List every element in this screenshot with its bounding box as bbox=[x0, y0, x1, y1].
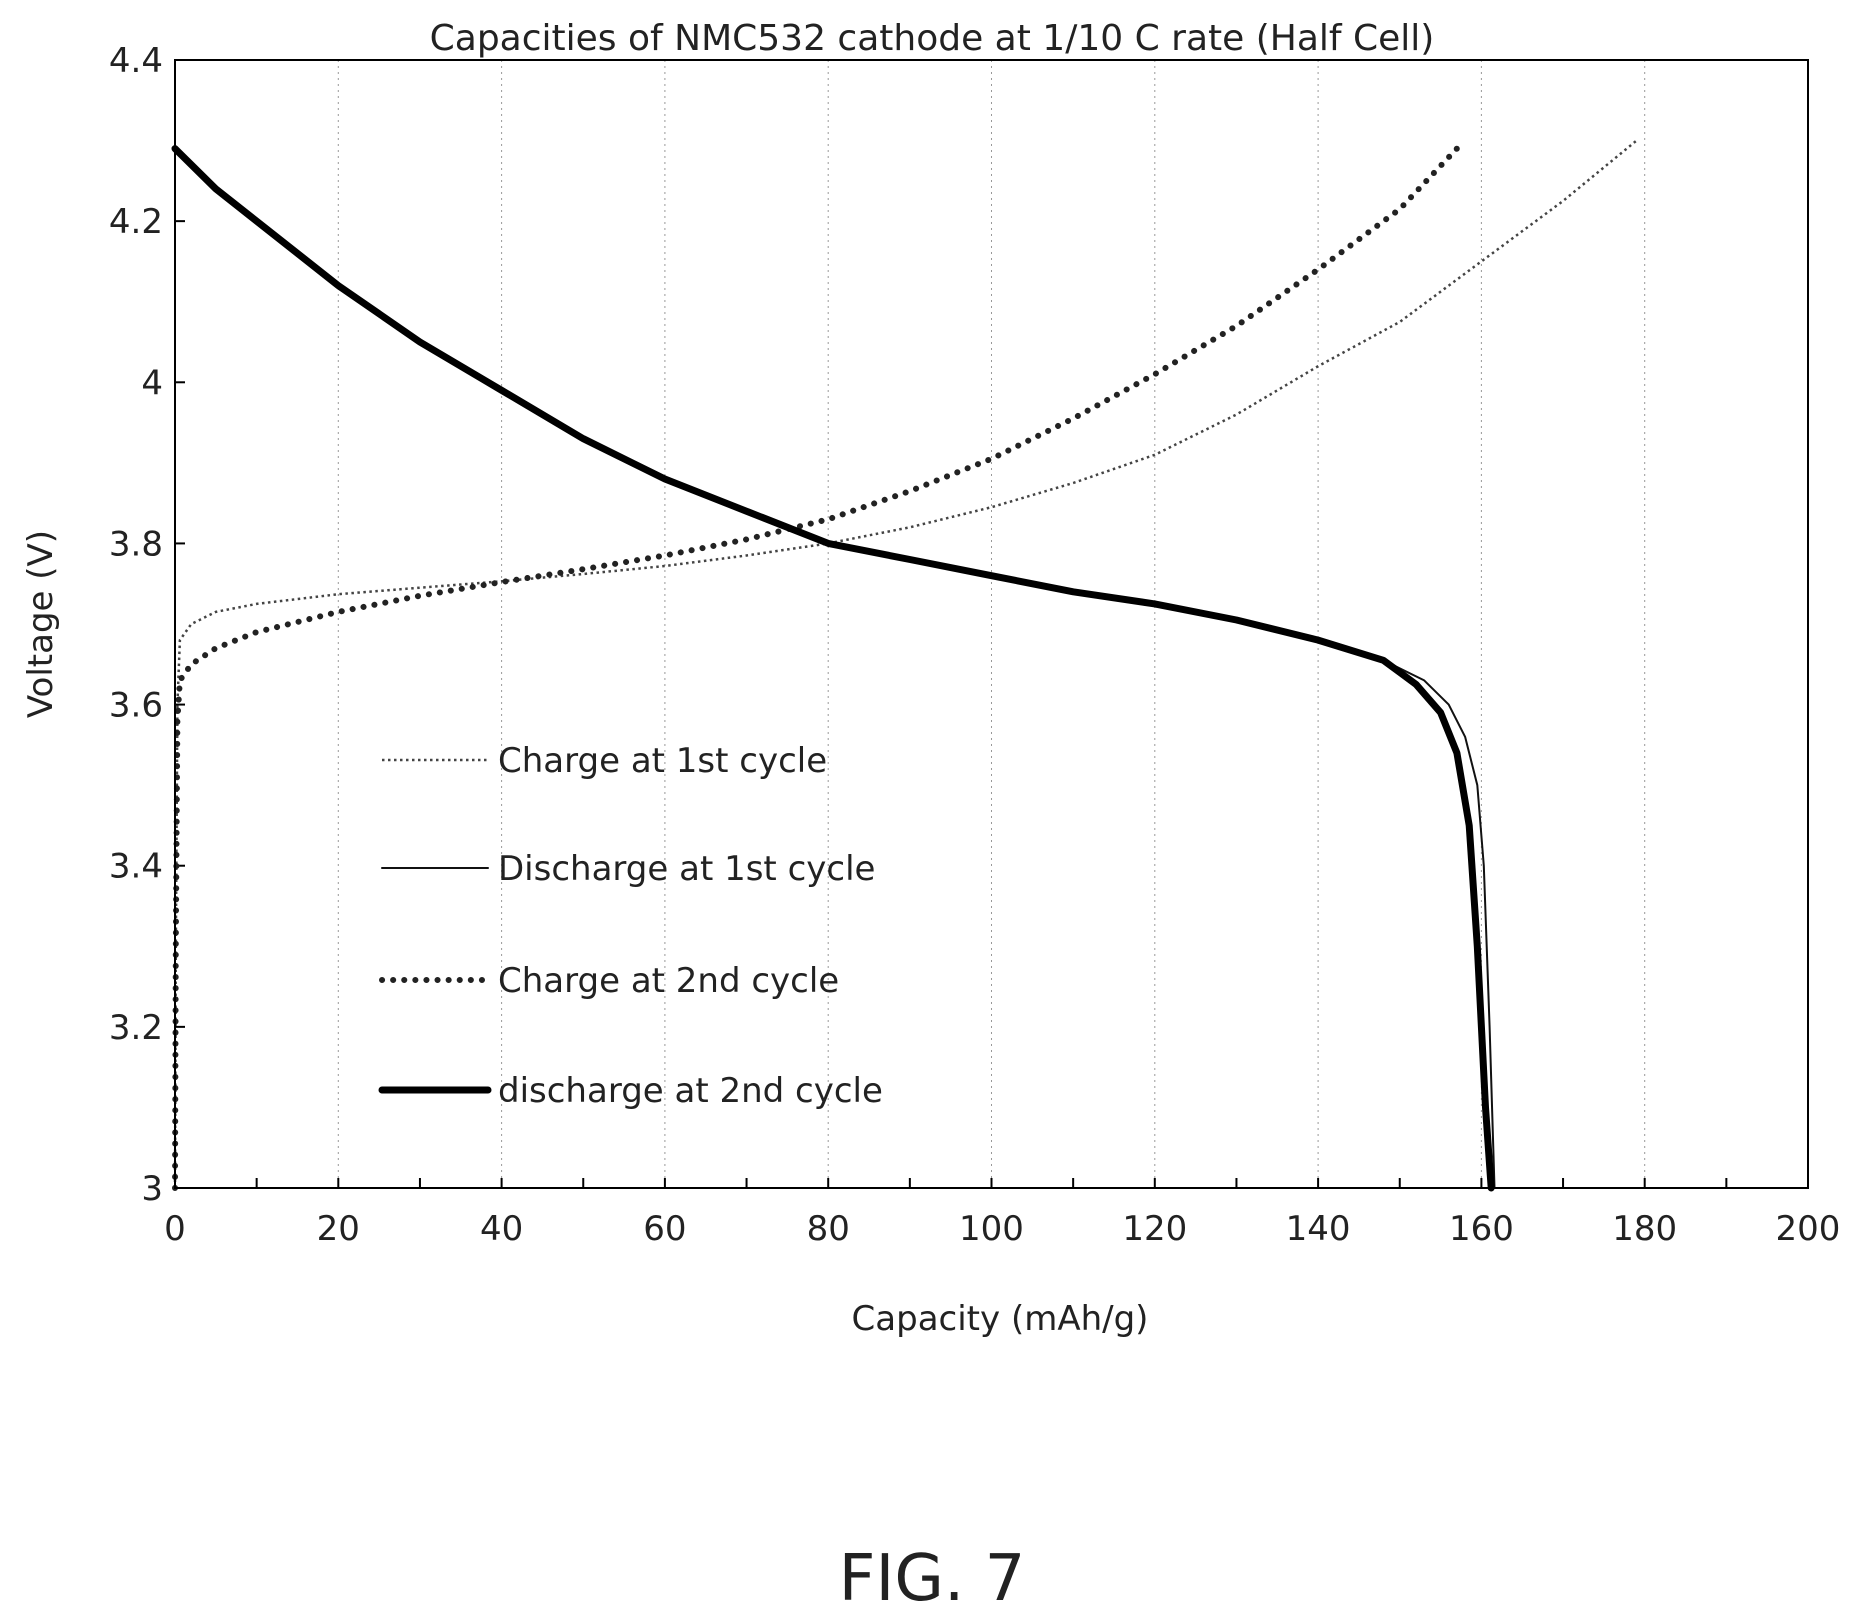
y-axis-label: Voltage (V) bbox=[21, 530, 61, 718]
legend: Charge at 1st cycle Discharge at 1st cycl… bbox=[378, 741, 883, 1111]
y-tick-labels: 3 3.2 3.4 3.6 3.8 4 4.2 4.4 bbox=[109, 41, 163, 1209]
y-tick-label: 4 bbox=[141, 363, 163, 403]
x-tick-label: 20 bbox=[317, 1209, 360, 1249]
y-tick-label: 3 bbox=[141, 1169, 163, 1209]
y-tick-label: 3.6 bbox=[109, 686, 163, 726]
x-tick-label: 80 bbox=[807, 1209, 850, 1249]
x-tick-label: 40 bbox=[480, 1209, 523, 1249]
x-tick-label: 160 bbox=[1449, 1209, 1514, 1249]
y-tick-label: 3.2 bbox=[109, 1008, 163, 1048]
x-tick-label: 200 bbox=[1776, 1209, 1841, 1249]
y-tick-label: 4.4 bbox=[109, 41, 163, 81]
legend-label: Discharge at 1st cycle bbox=[498, 849, 875, 889]
x-tick-label: 60 bbox=[643, 1209, 686, 1249]
x-tick-label: 140 bbox=[1286, 1209, 1351, 1249]
legend-label: Charge at 1st cycle bbox=[498, 741, 827, 781]
y-tick-label: 4.2 bbox=[109, 202, 163, 242]
x-tick-label: 100 bbox=[959, 1209, 1024, 1249]
series-lines bbox=[171, 139, 1638, 1192]
x-tick-labels: 0 20 40 60 80 100 120 140 160 180 200 bbox=[164, 1209, 1840, 1249]
series-line-4 bbox=[171, 145, 1495, 1192]
series-line-1 bbox=[173, 139, 1638, 1189]
plot-frame bbox=[174, 59, 1809, 1189]
legend-label: discharge at 2nd cycle bbox=[498, 1071, 883, 1111]
x-axis-label: Capacity (mAh/g) bbox=[852, 1299, 1149, 1339]
legend-label: Charge at 2nd cycle bbox=[498, 961, 839, 1001]
x-tick-label: 0 bbox=[164, 1209, 186, 1249]
y-tick-label: 3.8 bbox=[109, 524, 163, 564]
series-line-2 bbox=[174, 147, 1496, 1189]
grid-lines bbox=[337, 60, 1646, 1188]
series-line-3 bbox=[172, 145, 1460, 1191]
x-tick-label: 180 bbox=[1612, 1209, 1677, 1249]
x-tick-label: 120 bbox=[1122, 1209, 1187, 1249]
y-tick-label: 3.4 bbox=[109, 847, 163, 887]
chart-title: Capacities of NMC532 cathode at 1/10 C r… bbox=[430, 18, 1435, 59]
figure-label: FIG. 7 bbox=[839, 1542, 1026, 1616]
